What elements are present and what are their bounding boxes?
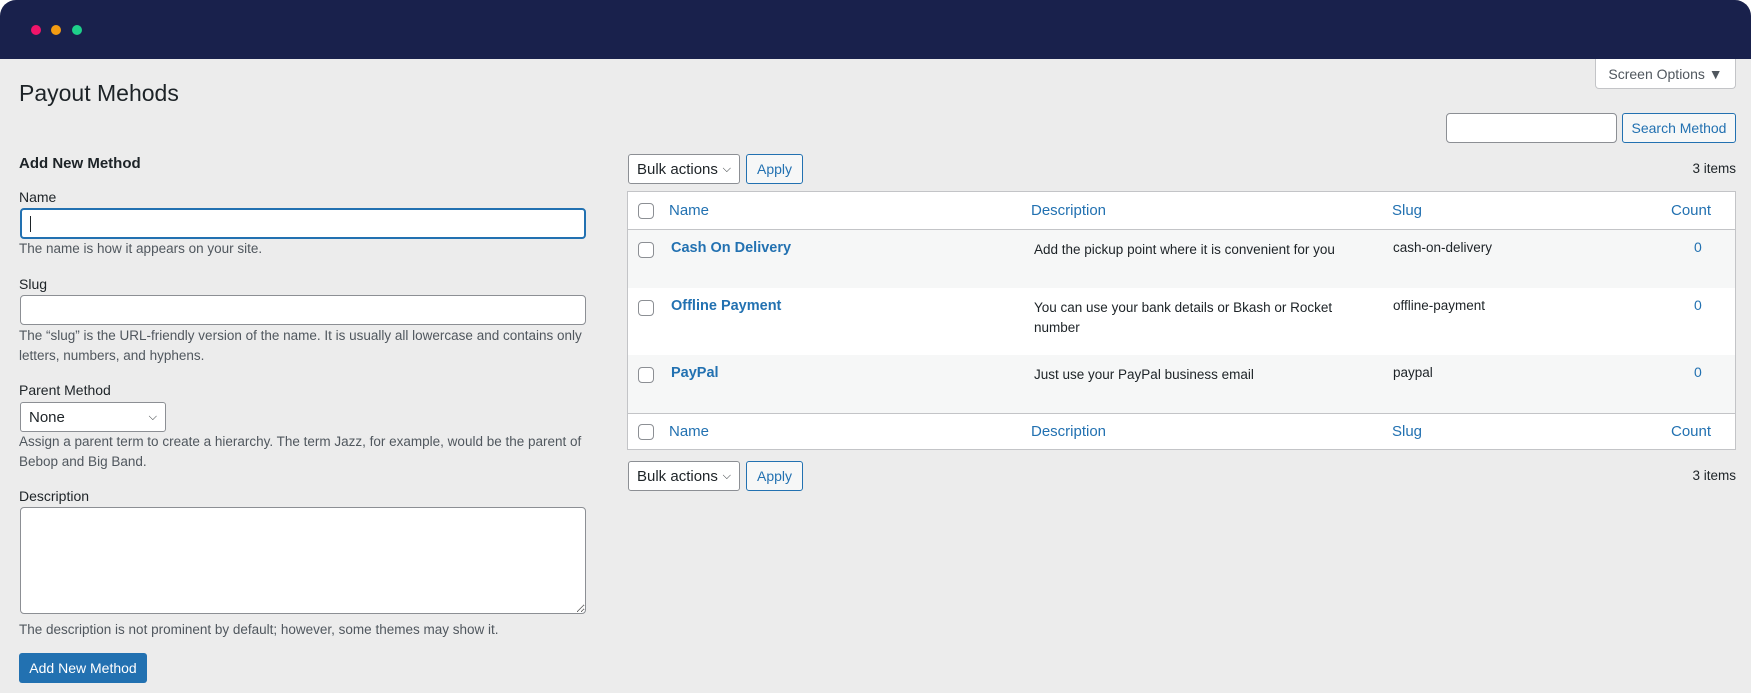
screen-options-button[interactable]: Screen Options ▼ (1595, 59, 1736, 89)
method-count-link[interactable]: 0 (1694, 364, 1702, 380)
method-description: Add the pickup point where it is conveni… (1034, 242, 1335, 257)
maximize-window-icon[interactable] (72, 25, 82, 35)
method-count-link[interactable]: 0 (1694, 239, 1702, 255)
method-description: You can use your bank details or Bkash o… (1034, 300, 1333, 335)
column-count-footer[interactable]: Count (1671, 423, 1712, 440)
bulk-actions-value: Bulk actions (637, 467, 718, 485)
item-count-top: 3 items (1692, 161, 1736, 176)
description-textarea[interactable] (20, 507, 586, 614)
method-name-link[interactable]: Offline Payment (671, 298, 782, 314)
row-checkbox[interactable] (638, 367, 654, 383)
method-slug: offline-payment (1393, 298, 1486, 313)
method-slug: paypal (1393, 365, 1433, 380)
slug-help: The “slug” is the URL-friendly version o… (19, 328, 582, 363)
column-slug-footer[interactable]: Slug (1392, 423, 1423, 440)
method-name-link[interactable]: Cash On Delivery (671, 240, 792, 256)
method-description: Just use your PayPal business email (1034, 367, 1254, 382)
name-label: Name (19, 189, 57, 205)
name-help: The name is how it appears on your site. (19, 241, 263, 256)
select-all-checkbox-footer[interactable] (638, 424, 654, 440)
column-count[interactable]: Count (1671, 202, 1712, 219)
method-count-link[interactable]: 0 (1694, 297, 1702, 313)
form-heading: Add New Method (19, 155, 141, 172)
row-checkbox[interactable] (638, 300, 654, 316)
column-name[interactable]: Name (669, 202, 710, 219)
add-new-method-button[interactable]: Add New Method (19, 653, 147, 683)
slug-label: Slug (19, 276, 48, 292)
page-title: Payout Mehods (19, 80, 179, 106)
apply-button-top[interactable]: Apply (746, 154, 803, 184)
table-row: PayPal Just use your PayPal business ema… (628, 355, 1735, 413)
table-row: Cash On Delivery Add the pickup point wh… (628, 230, 1735, 288)
method-slug: cash-on-delivery (1393, 240, 1493, 255)
row-checkbox[interactable] (638, 242, 654, 258)
table-footer: Name Description Slug Count (628, 413, 1735, 450)
chevron-down-icon: ⌵ (148, 410, 157, 423)
description-label: Description (19, 488, 90, 504)
search-method-button[interactable]: Search Method (1622, 113, 1736, 143)
item-count-bottom: 3 items (1692, 468, 1736, 483)
bulk-actions-select-bottom[interactable]: Bulk actions ⌵ (628, 461, 740, 491)
name-input[interactable] (20, 208, 586, 239)
slug-input[interactable] (20, 295, 586, 325)
methods-table: Name Description Slug Count Cash On Deli… (627, 191, 1736, 450)
column-slug[interactable]: Slug (1392, 202, 1423, 219)
bulk-actions-value: Bulk actions (637, 160, 718, 178)
column-description[interactable]: Description (1031, 202, 1107, 219)
window-titlebar (0, 0, 1751, 59)
method-name-link[interactable]: PayPal (671, 365, 719, 381)
table-row: Offline Payment You can use your bank de… (628, 288, 1735, 355)
parent-method-label: Parent Method (19, 382, 111, 398)
select-all-checkbox[interactable] (638, 203, 654, 219)
column-name-footer[interactable]: Name (669, 423, 710, 440)
bulk-actions-select-top[interactable]: Bulk actions ⌵ (628, 154, 740, 184)
minimize-window-icon[interactable] (51, 25, 61, 35)
chevron-down-icon: ⌵ (722, 162, 731, 175)
text-cursor (30, 216, 31, 232)
parent-method-value: None (29, 408, 65, 426)
parent-method-select[interactable]: None ⌵ (20, 402, 166, 432)
chevron-down-icon: ⌵ (722, 469, 731, 482)
column-description-footer[interactable]: Description (1031, 423, 1107, 440)
close-window-icon[interactable] (31, 25, 41, 35)
search-input[interactable] (1446, 113, 1617, 143)
parent-method-help: Assign a parent term to create a hierarc… (19, 434, 582, 469)
apply-button-bottom[interactable]: Apply (746, 461, 803, 491)
table-header: Name Description Slug Count (628, 192, 1735, 230)
description-help: The description is not prominent by defa… (19, 622, 499, 637)
